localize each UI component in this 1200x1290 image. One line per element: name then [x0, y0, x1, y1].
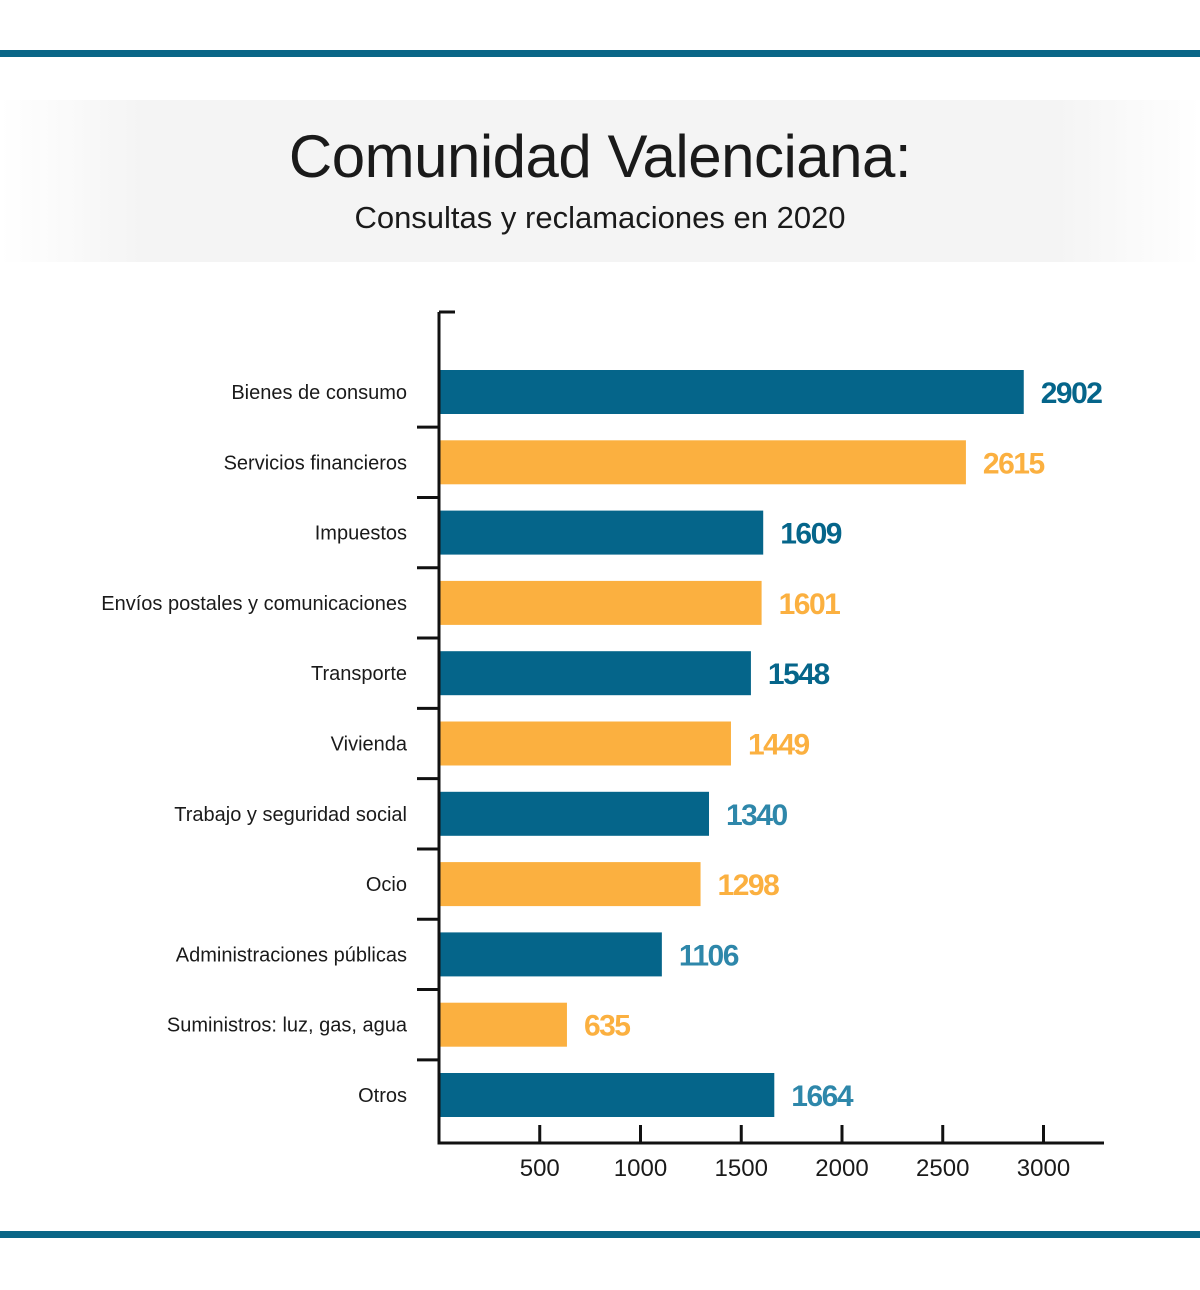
category-label: Servicios financieros: [224, 452, 407, 474]
value-label: 1106: [679, 939, 739, 972]
chart-title: Comunidad Valenciana:: [288, 123, 912, 190]
chart-subtitle: Consultas y reclamaciones en 2020: [354, 200, 846, 235]
value-label: 2615: [983, 447, 1045, 480]
category-label: Ocio: [366, 874, 407, 896]
value-label: 1449: [748, 729, 810, 762]
category-label: Envíos postales y comunicaciones: [101, 593, 407, 615]
value-label: 1601: [779, 588, 841, 621]
x-tick-label: 2000: [815, 1155, 868, 1182]
value-label: 1298: [718, 869, 780, 902]
top-rule: [0, 50, 1200, 57]
category-label: Impuestos: [315, 523, 407, 545]
x-tick-label: 3000: [1017, 1155, 1070, 1182]
bar: [440, 510, 764, 555]
x-tick-label: 1000: [614, 1155, 667, 1182]
value-label: 2902: [1041, 377, 1103, 410]
bar: [440, 791, 710, 836]
x-tick-label: 2500: [916, 1155, 969, 1182]
bar: [440, 1002, 567, 1047]
category-label: Vivienda: [331, 734, 408, 756]
value-label: 1548: [768, 658, 830, 691]
category-label: Bienes de consumo: [231, 382, 407, 404]
x-tick-label: 500: [520, 1155, 560, 1182]
x-tick-label: 1500: [715, 1155, 768, 1182]
bar: [440, 721, 731, 766]
category-label: Otros: [358, 1085, 407, 1107]
bottom-rule: [0, 1231, 1200, 1238]
bar: [440, 932, 662, 977]
bar: [440, 862, 701, 907]
bar: [440, 580, 762, 625]
value-label: 1664: [791, 1080, 854, 1113]
category-label: Trabajo y seguridad social: [174, 804, 407, 826]
category-label: Suministros: luz, gas, agua: [167, 1015, 408, 1037]
category-label: Administraciones públicas: [176, 944, 407, 966]
value-label: 635: [584, 1010, 630, 1043]
bar: [440, 651, 751, 696]
bar: [440, 1073, 775, 1117]
header-band: [0, 100, 1200, 262]
value-label: 1609: [780, 518, 842, 551]
category-label: Transporte: [311, 663, 407, 685]
bar: [440, 370, 1024, 414]
value-label: 1340: [726, 799, 788, 832]
bar: [440, 440, 966, 485]
